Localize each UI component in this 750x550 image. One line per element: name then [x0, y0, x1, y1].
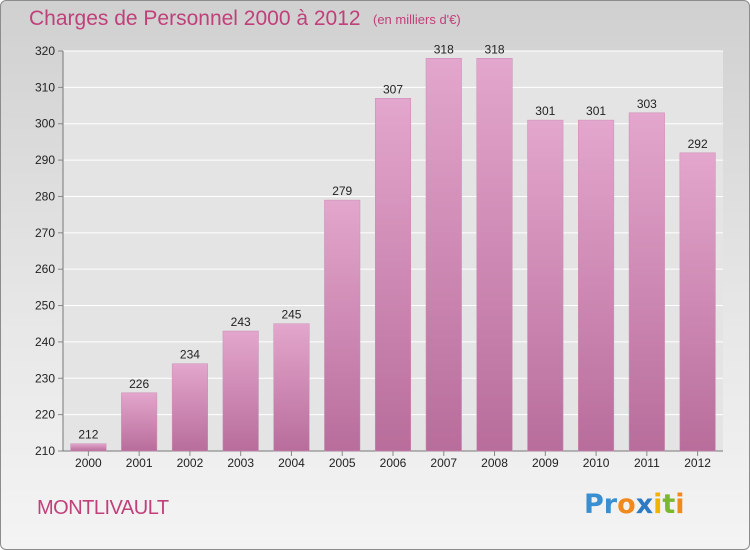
x-tick-label: 2002	[177, 456, 204, 470]
data-label: 243	[231, 315, 251, 329]
x-tick-label: 2010	[583, 456, 610, 470]
x-tick-label: 2000	[75, 456, 102, 470]
x-tick-label: 2007	[430, 456, 457, 470]
logo-letter: P	[584, 489, 604, 520]
bar	[628, 112, 665, 452]
data-label: 307	[383, 82, 403, 96]
logo-letter: r	[603, 489, 618, 520]
x-tick-label: 2008	[481, 456, 508, 470]
bar	[374, 98, 412, 452]
y-tick-label: 310	[35, 80, 55, 94]
y-tick-label: 290	[35, 153, 55, 167]
chart-title: Charges de Personnel 2000 à 2012	[29, 7, 361, 30]
data-label: 226	[129, 377, 149, 391]
proxiti-logo: Proxiti	[584, 489, 685, 520]
data-label: 301	[535, 104, 555, 118]
bar	[222, 330, 259, 452]
y-tick-label: 220	[35, 408, 55, 422]
x-tick-label: 2011	[634, 456, 660, 470]
y-tick-label: 320	[35, 44, 55, 58]
data-label: 301	[586, 104, 606, 118]
data-label: 292	[688, 137, 708, 151]
x-tick-label: 2001	[126, 456, 153, 470]
bar	[527, 119, 564, 452]
bar	[476, 58, 513, 452]
logo-letter: t	[662, 489, 676, 520]
x-tick-label: 2004	[278, 456, 305, 470]
bar	[70, 443, 107, 452]
data-label: 279	[332, 184, 352, 198]
x-tick-label: 2005	[329, 456, 356, 470]
y-tick-label: 210	[35, 444, 55, 458]
logo-letter: x	[635, 489, 654, 520]
data-label: 212	[78, 428, 98, 442]
data-label: 318	[434, 42, 454, 56]
y-tick-label: 230	[35, 371, 55, 385]
y-tick-label: 300	[35, 117, 55, 131]
bar	[578, 119, 615, 452]
y-tick-label: 240	[35, 335, 55, 349]
bar	[171, 363, 208, 452]
x-tick-label: 2012	[684, 456, 711, 470]
bar	[425, 58, 462, 452]
y-tick-label: 280	[35, 189, 55, 203]
y-tick-label: 270	[35, 226, 55, 240]
bar	[273, 323, 310, 452]
data-label: 303	[637, 97, 657, 111]
bar	[121, 392, 158, 452]
logo-letter: i	[675, 489, 685, 520]
logo-letter: i	[653, 489, 663, 520]
bar	[324, 199, 361, 452]
data-label: 234	[180, 348, 200, 362]
x-tick-label: 2006	[380, 456, 407, 470]
y-tick-label: 260	[35, 262, 55, 276]
data-label: 245	[281, 308, 301, 322]
y-tick-label: 250	[35, 299, 55, 313]
x-tick-label: 2003	[227, 456, 254, 470]
x-tick-label: 2009	[532, 456, 559, 470]
logo-letter: o	[617, 489, 636, 520]
data-label: 318	[485, 42, 505, 56]
bar	[679, 152, 716, 452]
commune-name: MONTLIVAULT	[37, 497, 169, 519]
chart-subtitle: (en milliers d'€)	[373, 12, 461, 27]
